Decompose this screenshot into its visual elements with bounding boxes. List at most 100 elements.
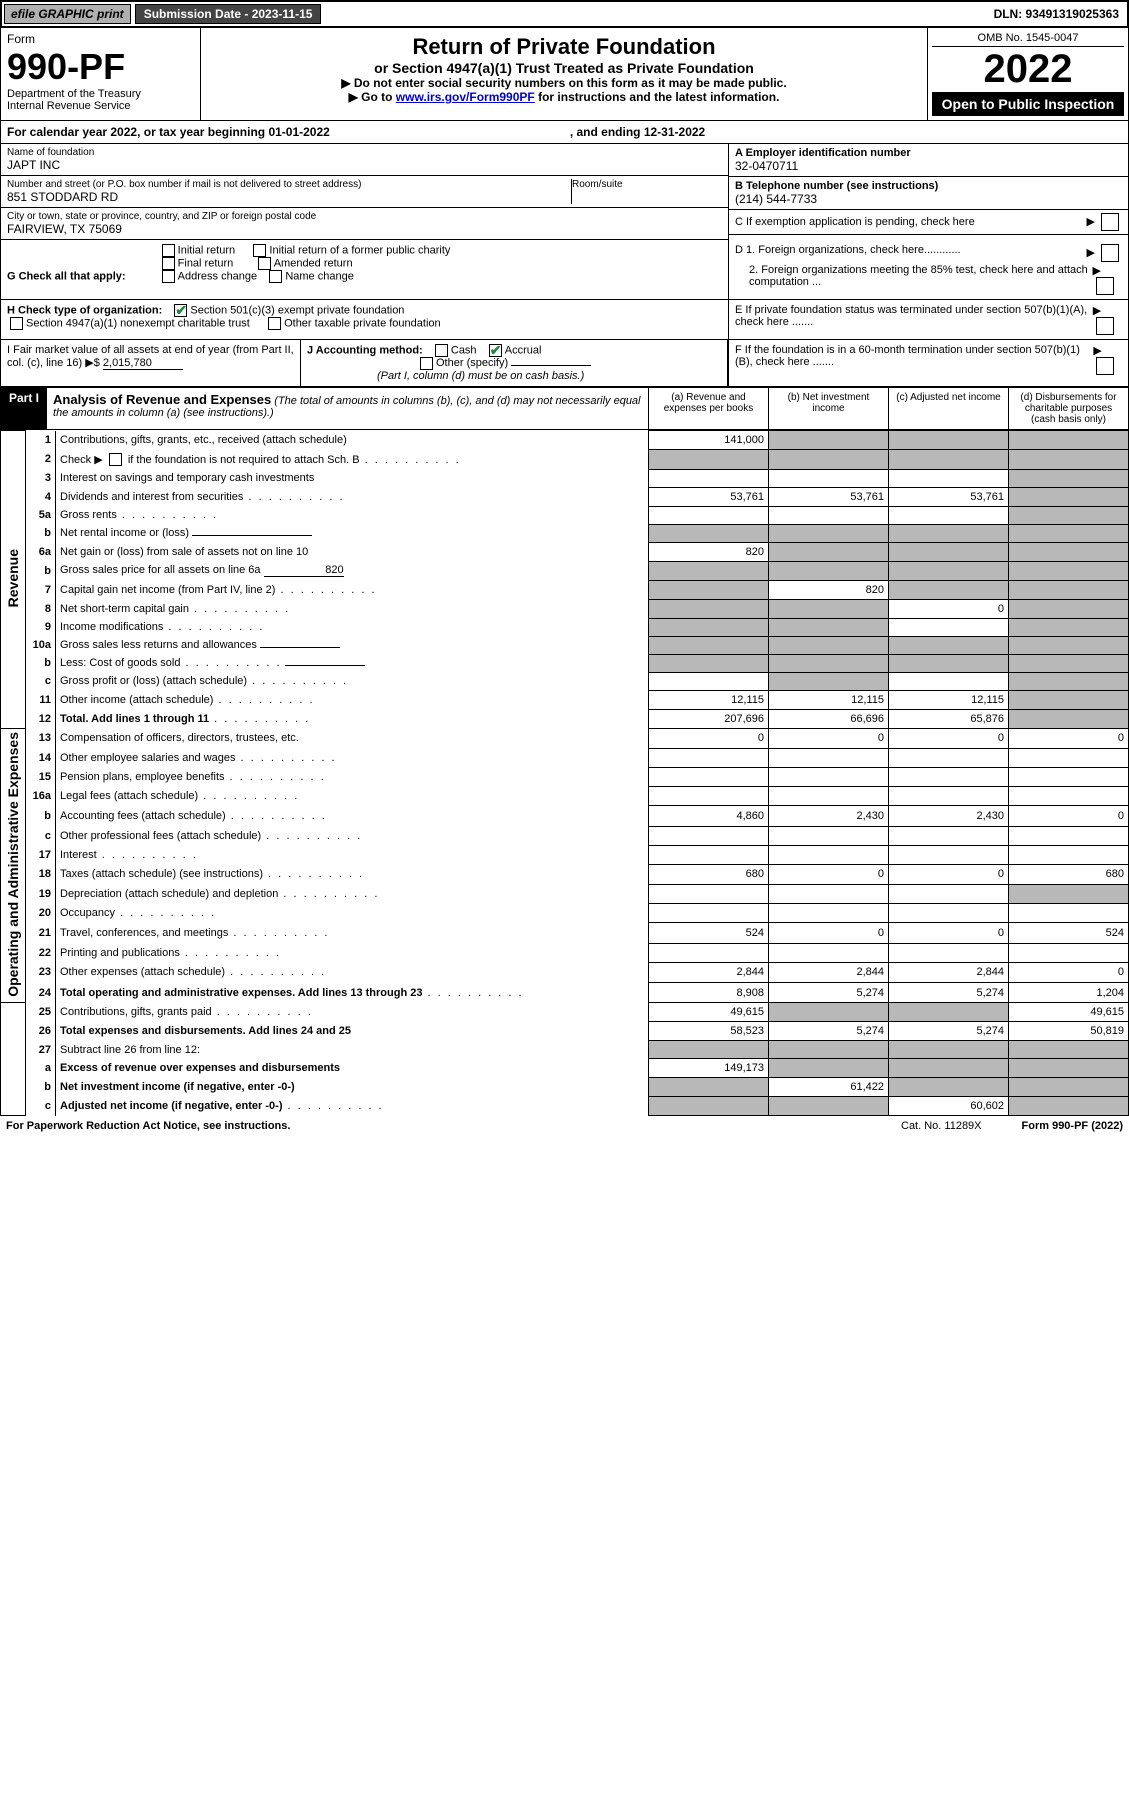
col-a-hdr: (a) Revenue and expenses per books	[648, 388, 768, 429]
table-row: 17Interest	[1, 845, 1129, 864]
info-right: A Employer identification number 32-0470…	[728, 144, 1128, 240]
efile-print-button[interactable]: efile GRAPHIC print	[4, 4, 131, 24]
d-section: D 1. Foreign organizations, check here..…	[728, 240, 1128, 299]
form-header: Form 990-PF Department of the Treasury I…	[0, 28, 1129, 121]
part1-desc: Analysis of Revenue and Expenses (The to…	[47, 388, 648, 429]
cb-initial-return[interactable]	[162, 244, 175, 257]
cb-final-return[interactable]	[162, 257, 175, 270]
table-row: 8Net short-term capital gain0	[1, 599, 1129, 618]
table-row: 14Other employee salaries and wages	[1, 748, 1129, 767]
header-right: OMB No. 1545-0047 2022 Open to Public In…	[928, 28, 1128, 120]
cal-end: , and ending 12-31-2022	[570, 125, 705, 139]
cb-amended[interactable]	[258, 257, 271, 270]
cb-sch-b[interactable]	[109, 453, 122, 466]
table-row: 26Total expenses and disbursements. Add …	[1, 1022, 1129, 1041]
f-section: F If the foundation is in a 60-month ter…	[728, 340, 1128, 386]
top-bar: efile GRAPHIC print Submission Date - 20…	[0, 0, 1129, 28]
exemption-checkbox[interactable]	[1101, 213, 1119, 231]
table-row: 19Depreciation (attach schedule) and dep…	[1, 885, 1129, 904]
analysis-table: Revenue 1Contributions, gifts, grants, e…	[0, 430, 1129, 1116]
table-row: 15Pension plans, employee benefits	[1, 767, 1129, 786]
table-row: bLess: Cost of goods sold	[1, 654, 1129, 672]
form-ref: Form 990-PF (2022)	[1022, 1120, 1123, 1132]
cb-e[interactable]	[1096, 317, 1114, 335]
info-left: Name of foundation JAPT INC Number and s…	[1, 144, 728, 240]
irs-link[interactable]: www.irs.gov/Form990PF	[396, 90, 535, 104]
table-row: 16aLegal fees (attach schedule)	[1, 787, 1129, 806]
cal-begin: For calendar year 2022, or tax year begi…	[7, 125, 330, 139]
table-row: cOther professional fees (attach schedul…	[1, 826, 1129, 845]
info-block: Name of foundation JAPT INC Number and s…	[0, 144, 1129, 240]
cb-4947[interactable]	[10, 317, 23, 330]
omb-number: OMB No. 1545-0047	[932, 32, 1124, 47]
table-row: 21Travel, conferences, and meetings52400…	[1, 923, 1129, 943]
table-row: 22Printing and publications	[1, 943, 1129, 962]
cb-d1[interactable]	[1101, 244, 1119, 262]
cb-other-method[interactable]	[420, 357, 433, 370]
table-row: Operating and Administrative Expenses 13…	[1, 728, 1129, 748]
ein-value: 32-0470711	[735, 159, 1122, 173]
h-e-row: H Check type of organization: Section 50…	[0, 300, 1129, 340]
submission-date-badge: Submission Date - 2023-11-15	[135, 4, 322, 24]
form-subtitle: or Section 4947(a)(1) Trust Treated as P…	[207, 60, 921, 76]
cb-accrual[interactable]	[489, 344, 502, 357]
table-row: bNet investment income (if negative, ent…	[1, 1078, 1129, 1097]
table-row: aExcess of revenue over expenses and dis…	[1, 1059, 1129, 1078]
form-number: 990-PF	[7, 46, 194, 88]
cb-d2[interactable]	[1096, 277, 1114, 295]
table-row: 24Total operating and administrative exp…	[1, 983, 1129, 1003]
pra-notice: For Paperwork Reduction Act Notice, see …	[6, 1120, 290, 1132]
h-section: H Check type of organization: Section 50…	[1, 300, 728, 339]
ssn-note: ▶ Do not enter social security numbers o…	[207, 76, 921, 90]
cb-address-change[interactable]	[162, 270, 175, 283]
table-row: Revenue 1Contributions, gifts, grants, e…	[1, 431, 1129, 450]
cb-f[interactable]	[1096, 357, 1114, 375]
street-address: 851 STODDARD RD	[7, 190, 571, 204]
city-cell: City or town, state or province, country…	[1, 208, 728, 240]
table-row: bNet rental income or (loss)	[1, 524, 1129, 542]
exemption-cell: C If exemption application is pending, c…	[729, 210, 1128, 235]
r1-a: 141,000	[649, 431, 769, 450]
col-c-hdr: (c) Adjusted net income	[888, 388, 1008, 429]
part1-tag: Part I	[1, 388, 47, 429]
i-section: I Fair market value of all assets at end…	[1, 340, 301, 386]
part1-header: Part I Analysis of Revenue and Expenses …	[0, 387, 1129, 430]
table-row: bAccounting fees (attach schedule)4,8602…	[1, 806, 1129, 826]
table-row: 12Total. Add lines 1 through 11207,69666…	[1, 709, 1129, 728]
table-row: cAdjusted net income (if negative, enter…	[1, 1097, 1129, 1116]
phone-value: (214) 544-7733	[735, 192, 1122, 206]
table-row: cGross profit or (loss) (attach schedule…	[1, 672, 1129, 690]
col-b-hdr: (b) Net investment income	[768, 388, 888, 429]
dept-irs: Internal Revenue Service	[7, 100, 194, 112]
dln-value: DLN: 93491319025363	[986, 5, 1127, 23]
table-row: 6aNet gain or (loss) from sale of assets…	[1, 542, 1129, 561]
expenses-side-label: Operating and Administrative Expenses	[1, 728, 26, 1003]
cb-other-taxable[interactable]	[268, 317, 281, 330]
table-row: 25Contributions, gifts, grants paid49,61…	[1, 1003, 1129, 1022]
cb-name-change[interactable]	[269, 270, 282, 283]
table-row: 5aGross rents	[1, 506, 1129, 524]
cb-cash[interactable]	[435, 344, 448, 357]
cb-501c3[interactable]	[174, 304, 187, 317]
cb-initial-former[interactable]	[253, 244, 266, 257]
table-row: 20Occupancy	[1, 904, 1129, 923]
table-row: 27Subtract line 26 from line 12:	[1, 1041, 1129, 1059]
room-suite-label: Room/suite	[572, 179, 722, 190]
table-row: 11Other income (attach schedule)12,11512…	[1, 690, 1129, 709]
col-d-hdr: (d) Disbursements for charitable purpose…	[1008, 388, 1128, 429]
g-section: G Check all that apply: Initial return I…	[1, 240, 728, 299]
foundation-name-cell: Name of foundation JAPT INC	[1, 144, 728, 176]
table-row: 2Check ▶ if the foundation is not requir…	[1, 450, 1129, 470]
city-state-zip: FAIRVIEW, TX 75069	[7, 222, 722, 236]
calendar-year-row: For calendar year 2022, or tax year begi…	[0, 121, 1129, 144]
form-label: Form	[7, 32, 194, 46]
revenue-side-label: Revenue	[1, 431, 26, 729]
j-section: J Accounting method: Cash Accrual Other …	[301, 340, 728, 386]
topbar-left: efile GRAPHIC print Submission Date - 20…	[2, 2, 323, 26]
table-row: 4Dividends and interest from securities5…	[1, 487, 1129, 506]
header-left: Form 990-PF Department of the Treasury I…	[1, 28, 201, 120]
tax-year: 2022	[932, 47, 1124, 92]
table-row: 7Capital gain net income (from Part IV, …	[1, 580, 1129, 599]
footer: For Paperwork Reduction Act Notice, see …	[0, 1116, 1129, 1136]
goto-note: ▶ Go to www.irs.gov/Form990PF for instru…	[207, 90, 921, 104]
